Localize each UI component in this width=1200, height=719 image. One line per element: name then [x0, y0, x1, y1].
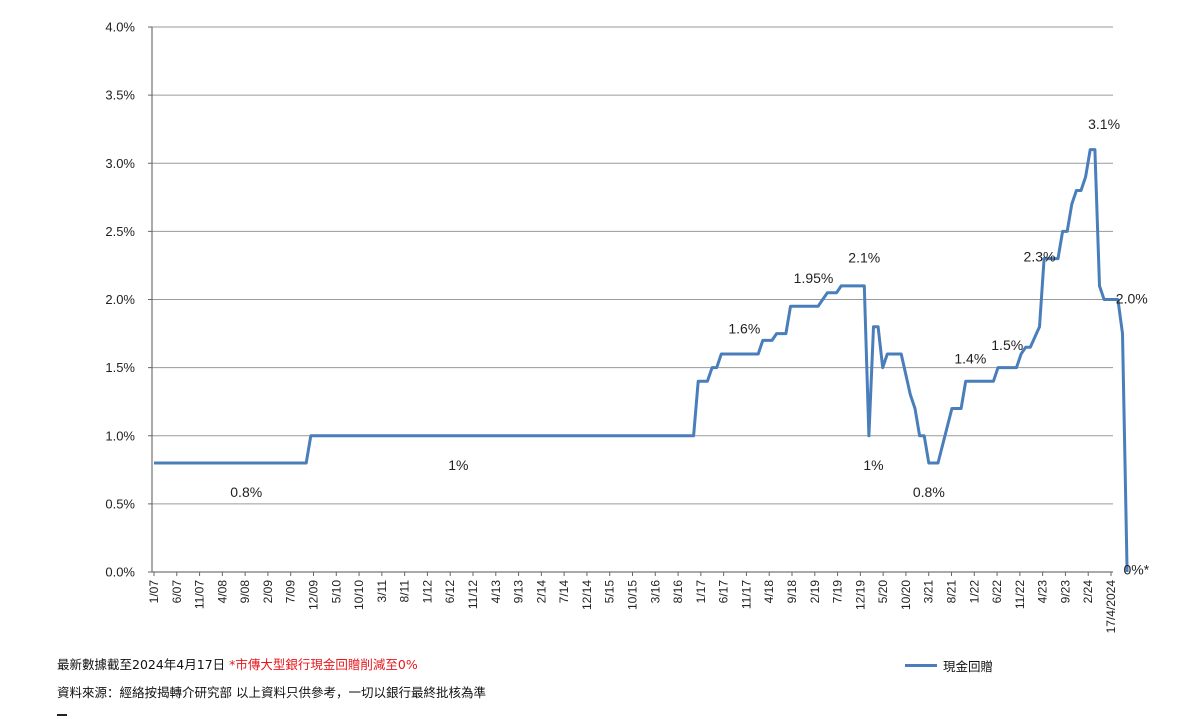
x-tick-label: 1/22 [967, 580, 981, 604]
annotation-label: 2.0% [1116, 291, 1148, 307]
x-tick-label: 10/20 [899, 580, 913, 610]
x-tick-label: 5/20 [876, 580, 890, 604]
annotation-label: 3.1% [1088, 116, 1120, 132]
x-tick-label: 9/23 [1058, 580, 1072, 604]
y-tick-label: 0.5% [105, 496, 135, 511]
annotation-label: 0%* [1124, 562, 1150, 578]
footnote-red-text: *市傳大型銀行現金回贈削減至0% [229, 657, 418, 672]
x-tick-label: 17/4/2024 [1104, 580, 1118, 634]
y-axis-ticks: 0.0% 0.5% 1.0% 1.5% 2.0% 2.5% 3.0% 3.5% 4.0% [105, 20, 152, 580]
x-tick-label: 3/11 [375, 580, 389, 603]
x-tick-label: 1/12 [420, 580, 434, 604]
x-tick-label: 4/23 [1036, 580, 1050, 604]
y-tick-label: 0.0% [105, 565, 135, 580]
y-tick-label: 4.0% [105, 20, 135, 35]
annotation-label: 0.8% [230, 484, 262, 500]
legend: 現金回贈 [905, 656, 993, 675]
x-tick-label: 12/09 [307, 580, 321, 610]
x-tick-label: 3/21 [922, 580, 936, 604]
x-tick-label: 10/15 [626, 580, 640, 610]
x-tick-label: 2/14 [534, 580, 548, 604]
x-tick-label: 6/22 [990, 580, 1004, 604]
x-tick-label: 7/14 [557, 580, 571, 604]
x-tick-label: 2/19 [808, 580, 822, 604]
x-tick-label: 1/07 [147, 580, 161, 604]
y-tick-label: 2.5% [105, 224, 135, 239]
x-tick-label: 4/18 [762, 580, 776, 604]
annotation-label: 1% [863, 457, 883, 473]
x-tick-label: 3/16 [648, 580, 662, 604]
annotation-label: 1% [448, 457, 468, 473]
x-tick-label: 6/17 [717, 580, 731, 604]
x-tick-label: 12/14 [580, 580, 594, 610]
footnote-date-text: 最新數據截至2024年4月17日 [57, 657, 230, 672]
x-tick-label: 10/10 [352, 580, 366, 610]
x-tick-label: 12/19 [853, 580, 867, 610]
annotation-label: 0.8% [913, 484, 945, 500]
x-tick-label: 6/12 [443, 580, 457, 604]
y-tick-label: 2.0% [105, 292, 135, 307]
x-tick-label: 6/07 [170, 580, 184, 604]
annotation-label: 1.4% [954, 351, 986, 367]
y-tick-label: 3.5% [105, 88, 135, 103]
x-tick-label: 8/21 [945, 580, 959, 604]
x-tick-label: 2/09 [261, 580, 275, 604]
annotation-label: 1.95% [794, 270, 834, 286]
annotation-label: 2.1% [848, 250, 880, 266]
footnote-data-date: 最新數據截至2024年4月17日 *市傳大型銀行現金回贈削減至0% [57, 654, 418, 673]
legend-swatch [905, 664, 937, 667]
x-tick-label: 7/09 [284, 580, 298, 604]
gridlines [152, 26, 1113, 505]
x-tick-label: 8/11 [398, 580, 412, 603]
x-tick-label: 9/13 [512, 580, 526, 604]
x-tick-label: 9/18 [785, 580, 799, 604]
annotation-label: 2.3% [1024, 248, 1056, 264]
corner-mark [57, 714, 67, 716]
x-tick-label: 11/07 [193, 580, 207, 609]
x-tick-label: 9/08 [238, 580, 252, 604]
y-tick-label: 3.0% [105, 156, 135, 171]
x-tick-label: 11/22 [1013, 580, 1027, 609]
x-tick-label: 1/17 [694, 580, 708, 604]
annotations-layer: 0.8% 1% 1.6% 1.95% 2.1% 1% 0.8% 1.4% 1.5% 2.3% 3.1… [230, 116, 1149, 578]
x-tick-label: 7/19 [831, 580, 845, 604]
y-tick-label: 1.0% [105, 428, 135, 443]
annotation-label: 1.6% [728, 321, 760, 337]
x-tick-label: 2/24 [1081, 580, 1095, 604]
x-tick-label: 5/15 [603, 580, 617, 604]
footnote-source: 資料來源：經絡按揭轉介研究部 以上資料只供參考，一切以銀行最終批核為準 [57, 685, 486, 700]
x-tick-label: 8/16 [671, 580, 685, 604]
y-tick-label: 1.5% [105, 360, 135, 375]
annotation-label: 1.5% [991, 337, 1023, 353]
x-tick-label: 11/17 [739, 580, 753, 609]
series-line-cash-rebate [154, 148, 1129, 573]
x-tick-label: 4/13 [489, 580, 503, 604]
x-tick-label: 4/08 [215, 580, 229, 604]
series-layer [154, 148, 1129, 573]
x-tick-label: 11/12 [466, 580, 480, 609]
legend-label: 現金回贈 [943, 659, 994, 674]
x-axis-ticks: 1/07 6/07 11/07 4/08 9/08 2/09 7/09 12/09 5/10 10… [147, 572, 1118, 633]
x-tick-label: 5/10 [329, 580, 343, 604]
